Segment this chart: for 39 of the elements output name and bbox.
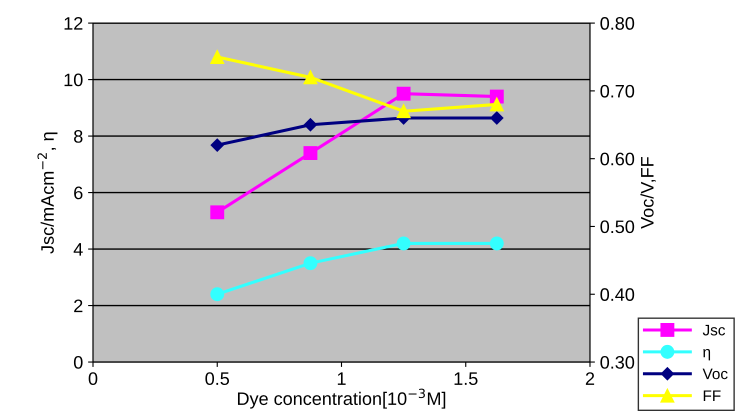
- y-tick-label: 10: [64, 74, 83, 86]
- y2-axis-title: Voc/V,FF: [640, 156, 656, 229]
- point: [490, 236, 504, 250]
- y-tick-label: 8: [74, 130, 82, 143]
- point: [490, 111, 504, 125]
- point: [210, 287, 224, 302]
- x-tick-label: 2: [586, 372, 594, 385]
- point: [396, 236, 411, 250]
- point: [490, 98, 504, 112]
- point: [210, 138, 224, 152]
- point: [210, 50, 224, 64]
- x-tick-label: 0.5: [205, 372, 230, 386]
- y-tick-label: 6: [74, 186, 82, 200]
- y2-tick-label: 0.40: [600, 288, 634, 301]
- y-tick-label: 0: [74, 356, 83, 369]
- y2-tick-label: 0.60: [600, 152, 634, 166]
- y-tick-label: 4: [74, 243, 83, 256]
- y-tick-label: 12: [64, 17, 82, 30]
- legend-label: η: [703, 348, 710, 360]
- point: [303, 146, 318, 160]
- point: [396, 104, 411, 118]
- y-tick-label: 2: [74, 299, 82, 312]
- y-axis-title: Jsc/mAcm$^{−2}$, η: [37, 132, 58, 254]
- x-tick-label: 1.5: [454, 372, 478, 386]
- y2-tick-label: 0.50: [600, 220, 634, 234]
- legend-label: Voc: [702, 368, 728, 380]
- point: [304, 118, 318, 132]
- legend-label: FF: [704, 390, 721, 401]
- x-tick-label: 0: [88, 372, 98, 386]
- legend-label: Jsc: [702, 324, 726, 336]
- point: [303, 70, 318, 84]
- y2-tick-label: 0.70: [600, 84, 634, 98]
- y2-tick-label: 0.30: [600, 356, 634, 369]
- x-tick-label: 1: [338, 372, 346, 385]
- point: [210, 205, 224, 220]
- x-axis-title: Dye concentration[10$^{−3}$M]: [238, 388, 446, 409]
- point: [303, 256, 318, 270]
- y2-tick-label: 0.80: [600, 17, 634, 30]
- point: [396, 86, 411, 101]
